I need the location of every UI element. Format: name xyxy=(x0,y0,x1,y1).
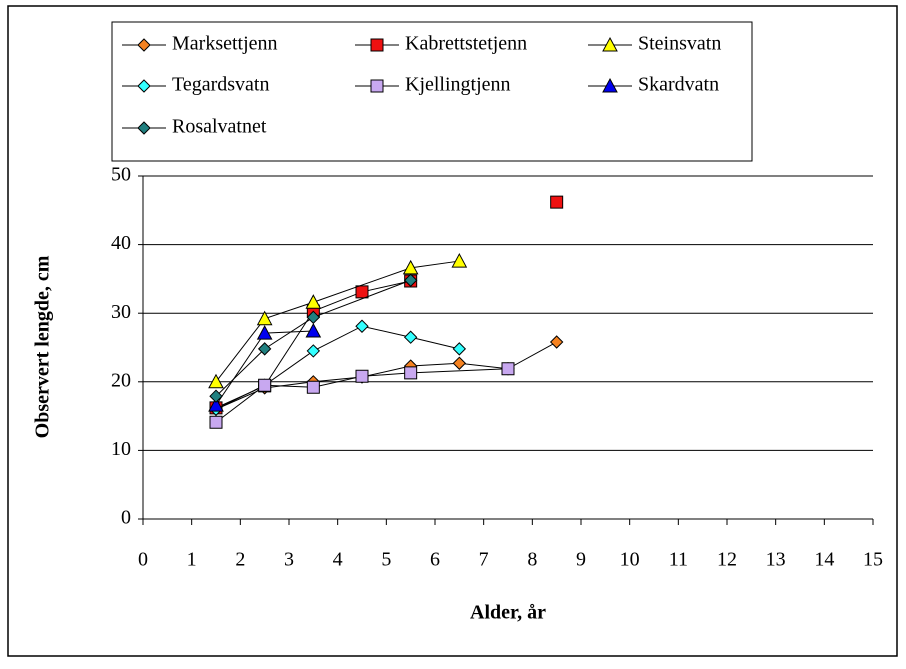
y-tick-label: 0 xyxy=(121,507,131,529)
x-tick-label: 12 xyxy=(717,549,737,571)
series-line xyxy=(215,368,509,423)
marker xyxy=(256,310,273,326)
legend-marker xyxy=(137,38,151,52)
legend-marker xyxy=(137,79,151,93)
marker xyxy=(305,294,322,309)
marker xyxy=(355,319,369,333)
x-tick-label: 2 xyxy=(235,549,245,571)
y-tick-label: 20 xyxy=(111,369,131,391)
y-tick-label: 50 xyxy=(111,164,131,186)
legend-marker xyxy=(137,121,151,135)
marker xyxy=(452,356,467,370)
marker xyxy=(403,330,418,344)
legend-marker xyxy=(370,79,384,93)
marker xyxy=(209,415,223,429)
marker xyxy=(306,310,321,325)
x-tick-label: 11 xyxy=(669,549,688,571)
y-tick-label: 10 xyxy=(111,438,131,460)
y-tick-label: 40 xyxy=(111,232,131,254)
marker xyxy=(355,285,369,299)
marker xyxy=(549,335,564,349)
marker xyxy=(257,342,272,356)
marker xyxy=(451,253,468,268)
series-line xyxy=(215,325,460,410)
x-tick-label: 10 xyxy=(620,549,640,571)
x-tick-label: 3 xyxy=(284,549,294,571)
y-tick-label: 30 xyxy=(111,301,131,323)
marker xyxy=(305,322,322,338)
x-tick-label: 0 xyxy=(138,549,148,571)
series-line xyxy=(215,341,557,410)
marker xyxy=(403,273,418,287)
x-tick-label: 5 xyxy=(381,549,391,571)
x-tick-label: 1 xyxy=(187,549,197,571)
y-axis-label: Observert lengde, cm xyxy=(32,255,54,438)
marker xyxy=(355,369,369,383)
marker xyxy=(550,195,564,209)
marker xyxy=(306,380,320,394)
marker xyxy=(208,373,224,389)
marker xyxy=(404,366,418,380)
x-tick-label: 13 xyxy=(766,549,786,571)
marker xyxy=(256,325,273,340)
legend-label: Kabrettstetjenn xyxy=(405,33,527,55)
legend-label: Steinsvatn xyxy=(638,33,721,55)
x-tick-label: 8 xyxy=(527,549,537,571)
marker xyxy=(258,378,272,392)
marker xyxy=(452,342,467,356)
marker xyxy=(208,397,224,412)
marker xyxy=(209,389,223,403)
legend-label: Kjellingtjenn xyxy=(405,74,511,96)
x-tick-label: 9 xyxy=(576,549,586,571)
x-tick-label: 7 xyxy=(479,549,489,571)
legend-label: Rosalvatnet xyxy=(172,116,267,138)
legend-marker xyxy=(602,77,618,93)
marker xyxy=(306,344,321,358)
x-tick-label: 6 xyxy=(430,549,440,571)
marker xyxy=(501,362,515,376)
legend-box xyxy=(111,21,753,162)
x-tick-label: 14 xyxy=(814,549,834,571)
legend-label: Skardvatn xyxy=(638,74,719,96)
x-tick-label: 4 xyxy=(333,549,343,571)
legend-marker xyxy=(602,36,618,52)
legend-label: Marksettjenn xyxy=(172,33,278,55)
legend-marker xyxy=(370,38,384,52)
series-line xyxy=(215,279,411,397)
x-axis-label: Alder, år xyxy=(470,602,546,624)
legend-label: Tegardsvatn xyxy=(172,74,269,96)
x-tick-label: 15 xyxy=(863,549,883,571)
